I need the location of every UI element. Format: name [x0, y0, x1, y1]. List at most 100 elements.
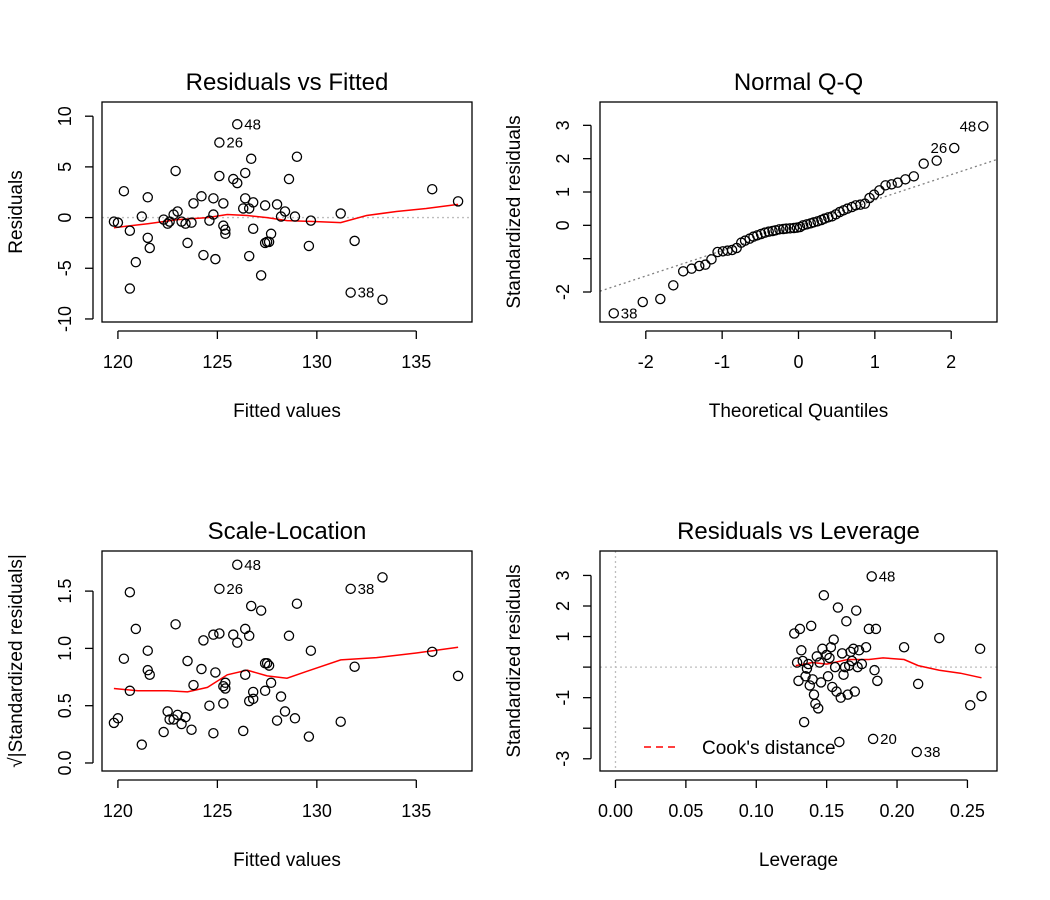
data-point [214, 583, 225, 595]
data-point [818, 590, 830, 601]
data-point [162, 218, 173, 229]
data-point [948, 142, 960, 154]
x-tick-label: 0.10 [739, 801, 774, 821]
data-point [279, 206, 291, 217]
data-point [291, 598, 303, 609]
data-point [934, 632, 945, 644]
data-point [812, 703, 824, 714]
data-point [739, 235, 751, 246]
x-tick-label: 0.05 [668, 801, 703, 821]
data-point [834, 736, 845, 748]
x-tick-label: 0.25 [950, 801, 985, 821]
data-point [911, 746, 923, 758]
data-point [214, 628, 225, 639]
y-tick-label: 3 [553, 120, 573, 130]
y-axis: -3 -1 1 2 3 [553, 570, 592, 767]
data-point [872, 675, 883, 687]
point-label: 38 [358, 285, 375, 302]
data-point [608, 308, 619, 319]
data-point [182, 237, 193, 249]
data-point [880, 180, 891, 191]
y-tick-label: -5 [55, 260, 75, 276]
data-point [849, 686, 861, 697]
data-point [214, 170, 225, 182]
x-axis: 0.00 0.05 0.10 0.15 0.20 0.25 [598, 779, 985, 821]
data-point [815, 677, 827, 688]
data-point [220, 228, 231, 240]
data-point [245, 600, 257, 612]
y-tick-label: 1.5 [55, 579, 75, 604]
data-point [706, 254, 717, 265]
data-point [255, 605, 267, 616]
data-point [808, 689, 820, 700]
data-point [208, 209, 219, 220]
data-point [867, 733, 879, 745]
data-point [232, 177, 243, 189]
data-point [271, 715, 283, 726]
x-tick-label: 2 [946, 352, 956, 372]
point-label: 48 [879, 568, 896, 585]
data-point [142, 664, 154, 676]
data-point [239, 167, 251, 179]
chart-title: Scale-Location [208, 518, 367, 545]
data-point [965, 700, 976, 711]
y-tick-label: 1.0 [55, 636, 75, 661]
data-point [886, 179, 897, 190]
data-point [247, 693, 259, 705]
data-point [220, 224, 231, 235]
point-label: 48 [244, 116, 261, 133]
x-tick-label: 120 [103, 352, 133, 372]
y-axis: 0.0 0.5 1.0 1.5 [55, 579, 94, 775]
plot-area [102, 119, 472, 305]
data-point [846, 655, 858, 667]
x-axis: 120 125 130 135 [103, 330, 431, 372]
data-point [237, 725, 249, 737]
data-point [931, 155, 942, 166]
plot-frame [101, 550, 473, 772]
data-point [172, 709, 183, 721]
data-point [108, 216, 120, 227]
data-point [289, 713, 301, 724]
data-point [218, 198, 229, 209]
data-point [291, 151, 303, 162]
data-point [842, 689, 854, 700]
data-point [124, 283, 136, 294]
data-point [855, 199, 866, 210]
y-tick-label: -3 [553, 751, 573, 767]
data-point [825, 642, 837, 653]
panel-rvl: 48 20 38 0.00 0.05 0.10 0.15 0.20 0.25 -3 -1 1 2 3 Res… [504, 518, 998, 871]
data-point [668, 280, 679, 291]
data-point [800, 671, 811, 682]
data-point [243, 250, 255, 262]
data-point [796, 645, 807, 656]
data-point [345, 287, 356, 298]
data-point [774, 224, 785, 235]
data-point [265, 677, 277, 689]
x-tick-label: 135 [401, 801, 431, 821]
data-point [176, 718, 187, 730]
data-point [118, 653, 130, 664]
point-label: 48 [960, 118, 977, 135]
y-tick-label: 0.5 [55, 693, 75, 718]
plot-area [600, 551, 997, 771]
y-tick-label: 3 [553, 570, 573, 580]
data-point [335, 208, 346, 219]
data-point [345, 583, 356, 595]
data-point [838, 669, 849, 681]
data-point [208, 629, 219, 640]
data-point [978, 121, 989, 132]
point-label: 48 [244, 557, 261, 574]
data-point [798, 716, 810, 728]
legend: Cook's distance [644, 738, 836, 759]
data-point [172, 206, 183, 217]
chart-title: Normal Q-Q [734, 69, 863, 96]
data-point [136, 739, 148, 750]
data-point [188, 679, 199, 691]
x-tick-label: 0.15 [809, 801, 844, 821]
plot-area [108, 559, 464, 750]
data-point [822, 671, 834, 682]
data-point [204, 700, 215, 711]
data-point [208, 193, 219, 204]
y-axis-label: Standardized residuals [504, 115, 525, 308]
